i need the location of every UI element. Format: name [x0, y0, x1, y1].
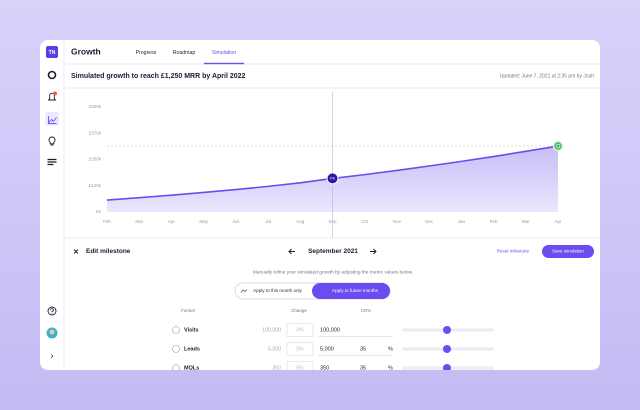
description: Manually refine your simulated growth by… — [253, 269, 413, 275]
reset-button[interactable]: Reset milestone — [497, 249, 530, 254]
goal-marker-inner — [555, 143, 561, 149]
cr-input[interactable]: 35 — [360, 346, 366, 352]
milestone-marker — [326, 172, 339, 185]
value-input[interactable]: 100,000 — [320, 327, 340, 333]
milestone-label: Pk — [330, 175, 335, 180]
x-tick-label: Nov — [393, 219, 402, 224]
cr-input[interactable]: 35 — [360, 365, 366, 371]
x-tick-label: Feb — [490, 219, 498, 224]
goal-marker — [552, 140, 564, 152]
x-tick-label: Mar — [135, 219, 143, 224]
y-tick-label: £500k — [89, 104, 102, 109]
slider-knob[interactable] — [443, 345, 451, 353]
toggle-option[interactable]: Apply to this month only — [253, 288, 302, 293]
current-value: 350 — [272, 365, 281, 371]
slider-knob[interactable] — [443, 364, 451, 372]
x-tick-label: Feb — [103, 219, 111, 224]
tab[interactable]: Roadmap — [173, 50, 196, 56]
y-tick-label: £0 — [96, 209, 102, 214]
toggle-option[interactable]: Apply to future months — [332, 288, 379, 293]
close-icon[interactable] — [73, 249, 79, 254]
x-tick-label: Apr — [554, 219, 562, 224]
expand-sidebar[interactable]: › — [51, 350, 54, 360]
tab[interactable]: Progress — [136, 50, 157, 56]
row-name: MQLs — [184, 365, 199, 371]
value-input[interactable]: 5,000 — [320, 346, 334, 352]
current-value: 100,000 — [262, 327, 281, 333]
column-header: CR% — [361, 308, 372, 313]
month: September 2021 — [308, 248, 358, 255]
row-radio[interactable] — [172, 345, 180, 353]
logo-bg — [46, 46, 58, 58]
row-radio[interactable] — [172, 364, 180, 372]
row-radio[interactable] — [172, 326, 180, 334]
change-box — [286, 323, 314, 337]
help-icon[interactable] — [47, 306, 57, 316]
y-tick-label: £375k — [89, 130, 102, 135]
list-icon[interactable] — [47, 158, 57, 166]
x-tick-label: Apr — [168, 219, 176, 224]
toggle-active — [312, 283, 390, 299]
prev-month[interactable] — [288, 248, 295, 255]
slider-knob[interactable] — [443, 326, 451, 334]
ideas-icon[interactable] — [48, 136, 56, 146]
notification-badge — [53, 91, 57, 96]
change-box — [286, 342, 314, 356]
chart-heading: Simulated growth to reach £1,250 MRR by … — [71, 73, 246, 80]
column-header: Funnel — [181, 308, 195, 313]
tab[interactable]: Simulation — [212, 50, 236, 56]
column-header: Change — [291, 308, 307, 313]
notifications-icon[interactable] — [47, 92, 57, 101]
tab-underline — [204, 62, 244, 65]
avatar-face — [49, 329, 55, 335]
updated-note: Updated: June 7, 2021 at 2:35 pm by Josh — [500, 73, 594, 79]
current-value: 5,000 — [268, 346, 281, 352]
change: 0% — [296, 365, 304, 371]
save-button-label: Save simulation — [552, 249, 584, 254]
page-title: Growth — [71, 46, 101, 56]
value-input[interactable]: 350 — [320, 365, 329, 371]
brand-icon[interactable] — [47, 70, 57, 80]
save-button[interactable] — [542, 245, 594, 258]
change: 0% — [296, 346, 304, 352]
y-tick-label: £125k — [89, 183, 102, 188]
growth-icon[interactable] — [48, 116, 57, 124]
help-glyph — [50, 308, 54, 314]
editor-title: Edit milestone — [86, 248, 131, 255]
cr-unit: % — [388, 365, 393, 371]
x-tick-label: Dec — [425, 219, 434, 224]
next-month[interactable] — [370, 248, 377, 255]
change-box — [286, 361, 314, 370]
cr-unit: % — [388, 346, 393, 352]
x-tick-label: Jun — [232, 219, 240, 224]
row-name: Leads — [184, 346, 200, 352]
x-tick-label: Jul — [265, 219, 271, 224]
x-tick-label: Aug — [296, 219, 305, 224]
x-tick-label: Mar — [522, 219, 530, 224]
row-name: Visits — [184, 327, 199, 333]
content: TN › Growth Progress Roadmap Simulation Simula… — [45, 40, 600, 372]
x-tick-label: May — [199, 219, 208, 224]
y-tick-label: £250k — [89, 157, 102, 162]
logo-text: TN — [49, 50, 56, 56]
x-tick-label: Jan — [458, 219, 466, 224]
toggle-icon-0 — [240, 289, 248, 293]
x-tick-label: Oct — [361, 219, 369, 224]
change: 0% — [296, 327, 304, 333]
